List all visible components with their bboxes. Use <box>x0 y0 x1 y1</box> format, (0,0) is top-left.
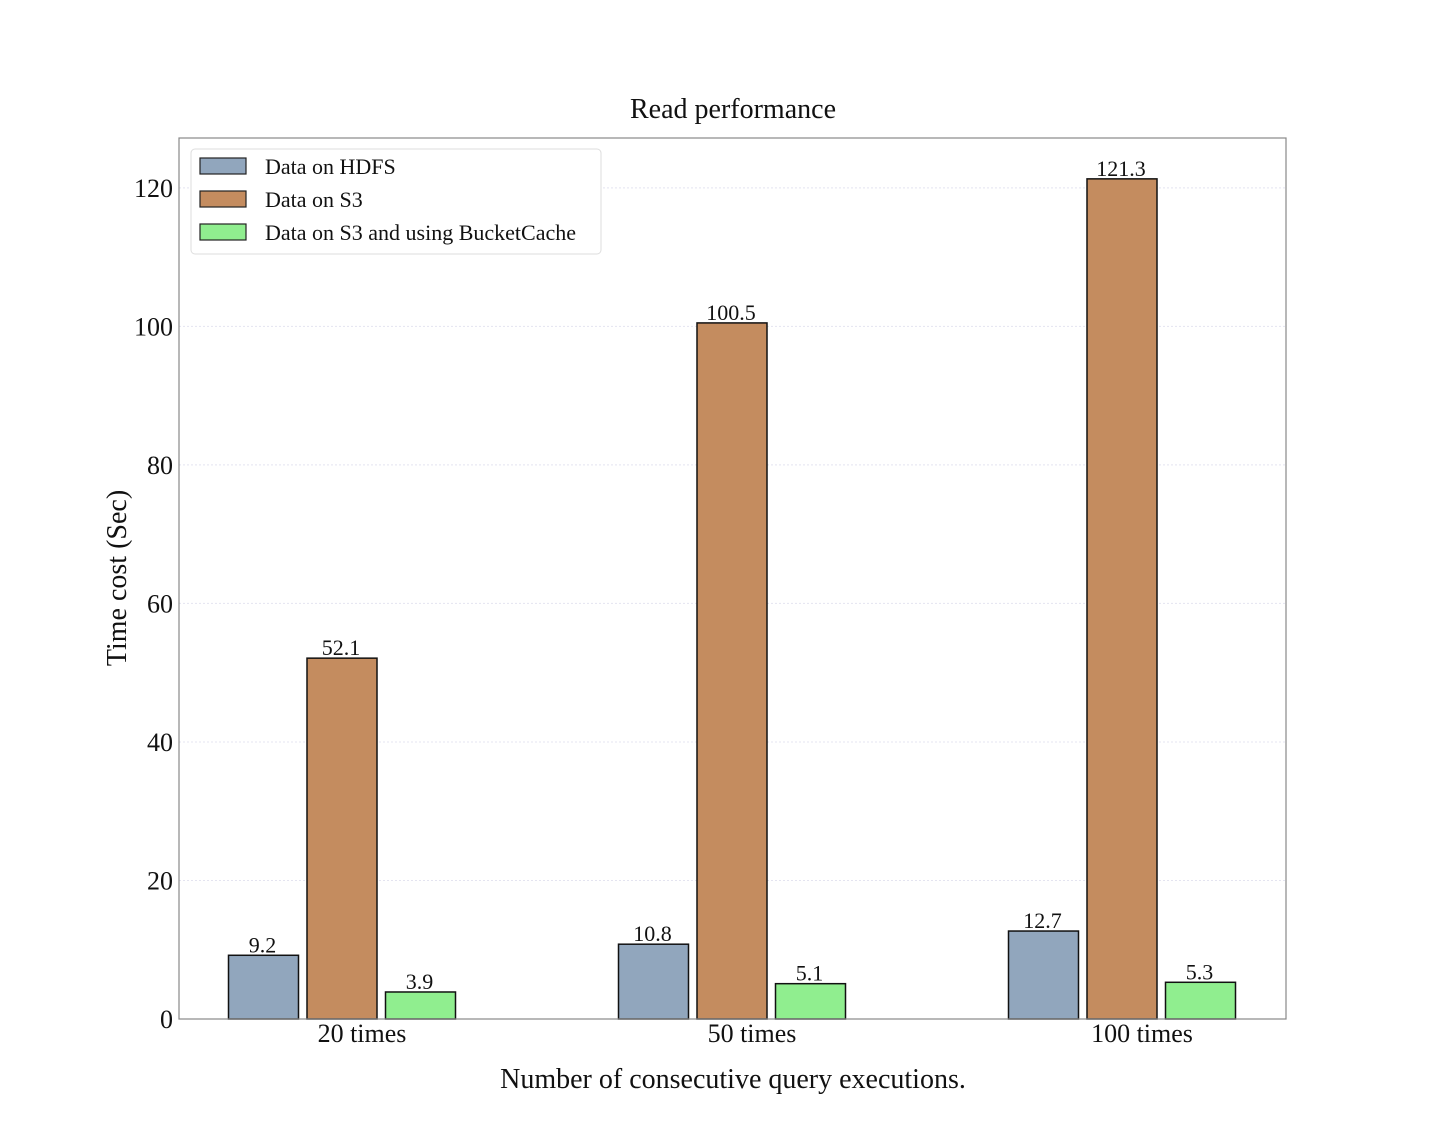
legend-label: Data on S3 <box>265 187 363 212</box>
bar-s3 <box>696 322 768 1020</box>
legend-swatch <box>199 190 247 208</box>
bar-hdfs <box>1007 930 1080 1020</box>
legend-label: Data on S3 and using BucketCache <box>265 220 576 245</box>
y-tick-label: 120 <box>134 174 173 203</box>
bar-hdfs <box>617 943 690 1020</box>
data-label: 3.9 <box>406 969 434 994</box>
x-tick-label: 50 times <box>708 1019 797 1048</box>
y-tick-label: 80 <box>147 451 173 480</box>
legend-label: Data on HDFS <box>265 154 396 179</box>
plot-frame <box>178 137 1287 1020</box>
x-tick-label: 100 times <box>1091 1019 1193 1048</box>
y-axis-label: Time cost (Sec) <box>102 490 133 666</box>
y-tick-label: 100 <box>134 312 173 341</box>
y-tick-label: 60 <box>147 589 173 618</box>
data-label: 10.8 <box>633 921 672 946</box>
legend-swatch <box>199 223 247 241</box>
bar-s3 <box>306 657 378 1020</box>
y-tick-label: 0 <box>160 1005 173 1034</box>
bar-s3-bucketcache <box>1164 981 1237 1020</box>
data-label: 52.1 <box>322 635 361 660</box>
bar-s3-bucketcache <box>774 982 847 1020</box>
data-label: 9.2 <box>249 932 277 957</box>
data-label: 100.5 <box>706 300 756 325</box>
bar-hdfs <box>227 954 300 1020</box>
y-tick-label: 40 <box>147 728 173 757</box>
data-label: 121.3 <box>1096 156 1146 181</box>
chart-title: Read performance <box>630 94 836 125</box>
data-label: 5.3 <box>1186 959 1214 984</box>
legend: Data on HDFS Data on S3 Data on S3 and usi… <box>190 148 602 255</box>
data-label: 12.7 <box>1023 908 1062 933</box>
x-axis-label: Number of consecutive query executions. <box>500 1064 966 1095</box>
legend-swatch <box>199 157 247 175</box>
y-tick-label: 20 <box>147 866 173 895</box>
bar-s3 <box>1086 178 1158 1020</box>
legend-box <box>190 148 602 255</box>
bar-s3-bucketcache <box>384 991 457 1020</box>
data-label: 5.1 <box>796 961 824 986</box>
x-tick-label: 20 times <box>318 1019 407 1048</box>
